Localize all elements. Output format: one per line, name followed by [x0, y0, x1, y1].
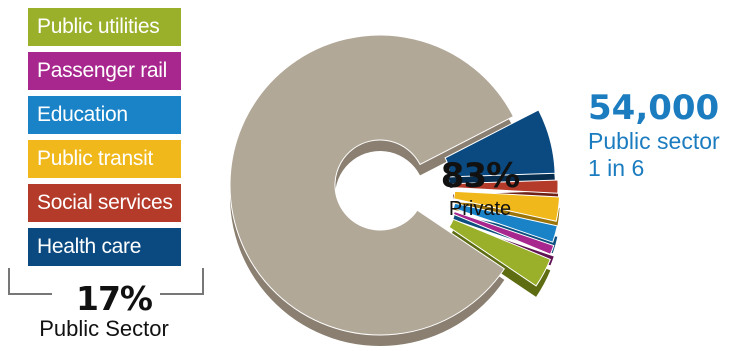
legend-item-social-services: Social services	[28, 184, 181, 222]
pie-slice-social-services	[452, 179, 559, 194]
legend-item-passenger-rail: Passenger rail	[28, 52, 181, 90]
pie-slice-depth-public-utilities	[449, 230, 551, 297]
private-label: Private	[448, 198, 512, 220]
pie-slice-public-utilities	[448, 218, 551, 287]
private-percent: 83%	[440, 156, 520, 196]
stat-value: 54,000	[588, 88, 720, 128]
legend-item-health-care: Health care	[28, 228, 181, 266]
pie-slice-public-transit	[453, 190, 561, 222]
pie-slice-private	[229, 34, 515, 336]
public-sector-label: Public Sector	[39, 316, 169, 341]
public-sector-percent: 17%	[76, 279, 153, 318]
legend-item-education: Education	[28, 96, 181, 134]
stat-block: 54,000 Public sector 1 in 6	[588, 88, 720, 182]
legend-item-public-transit: Public transit	[28, 140, 181, 178]
pie-slice-education	[452, 202, 558, 243]
legend-item-public-utilities: Public utilities	[28, 8, 181, 46]
pie-slice-passenger-rail	[452, 210, 555, 256]
public-sector-bracket	[8, 268, 204, 295]
stat-line-2: 1 in 6	[588, 155, 645, 181]
stat-line-1: Public sector	[588, 128, 720, 154]
legend: Public utilities Passenger rail Educatio…	[28, 8, 181, 272]
pie-slice-health-care	[444, 109, 556, 178]
